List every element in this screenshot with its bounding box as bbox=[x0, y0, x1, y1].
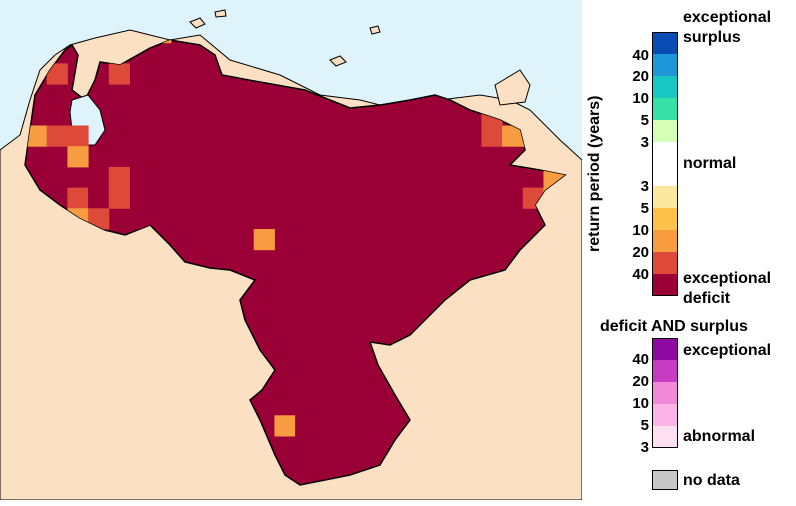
surplus-tick: 5 bbox=[640, 112, 649, 129]
normal-label: normal bbox=[683, 155, 737, 172]
both-tick: 40 bbox=[632, 351, 649, 368]
colorbar-swatch-d5 bbox=[652, 208, 678, 230]
surplus-tick: 10 bbox=[632, 90, 649, 107]
no-data-label: no data bbox=[683, 472, 740, 489]
map-cell bbox=[129, 208, 151, 230]
deficit-tick: 10 bbox=[632, 222, 649, 239]
map-cell bbox=[295, 415, 317, 437]
map-cell bbox=[315, 270, 337, 292]
map-cell bbox=[295, 249, 317, 271]
map-cell bbox=[274, 415, 296, 437]
map-cell bbox=[274, 208, 296, 230]
both-swatch-b3 bbox=[652, 426, 678, 448]
both-swatch-b40 bbox=[652, 338, 678, 360]
map-cell bbox=[26, 125, 48, 147]
map-cell bbox=[274, 187, 296, 209]
map-cell bbox=[233, 187, 255, 209]
map-cell bbox=[315, 436, 337, 458]
trinidad bbox=[494, 69, 531, 106]
map-cell bbox=[274, 270, 296, 292]
map-cell bbox=[253, 229, 275, 251]
colorbar-swatch-s40 bbox=[652, 32, 678, 54]
map-cell bbox=[295, 291, 317, 313]
colorbar-swatch-s3 bbox=[652, 120, 678, 142]
map-cell bbox=[336, 270, 358, 292]
map-cell bbox=[274, 291, 296, 313]
colorbar-swatch-normal bbox=[652, 142, 678, 186]
both-title: deficit AND surplus bbox=[600, 318, 748, 335]
deficit-tick: 5 bbox=[640, 200, 649, 217]
map-cell bbox=[295, 229, 317, 251]
both-exceptional-label: exceptional bbox=[683, 342, 772, 359]
both-swatch-b20 bbox=[652, 360, 678, 382]
map-cell bbox=[253, 166, 275, 189]
return-period-cells bbox=[26, 40, 565, 458]
map-cell bbox=[253, 187, 275, 209]
map-cell bbox=[108, 63, 130, 85]
colorbar-swatch-s10 bbox=[652, 76, 678, 98]
map-cell bbox=[233, 229, 255, 251]
map-cell bbox=[315, 229, 337, 251]
exceptional-deficit-label-2: deficit bbox=[683, 290, 731, 307]
map-cell bbox=[274, 166, 296, 189]
map-cell bbox=[46, 125, 68, 147]
both-tick: 10 bbox=[632, 395, 649, 412]
colorbar-swatch-s5 bbox=[652, 98, 678, 120]
map-cell bbox=[67, 146, 89, 168]
exceptional-surplus-label-1: exceptional bbox=[683, 9, 772, 26]
colorbar-swatch-d3 bbox=[652, 186, 678, 208]
both-tick: 20 bbox=[632, 373, 649, 390]
map-cell bbox=[88, 208, 110, 230]
deficit-tick: 20 bbox=[632, 244, 649, 261]
map-cell bbox=[108, 166, 130, 189]
map-cell bbox=[108, 187, 130, 209]
map-cell bbox=[481, 125, 503, 147]
colorbar-swatch-d20 bbox=[652, 252, 678, 274]
map-cell bbox=[46, 63, 68, 85]
colorbar-swatch-d40 bbox=[652, 274, 678, 296]
deficit-tick: 3 bbox=[640, 178, 649, 195]
map-cell bbox=[88, 187, 110, 209]
both-swatch-b10 bbox=[652, 382, 678, 404]
surplus-tick: 20 bbox=[632, 68, 649, 85]
exceptional-deficit-label-1: exceptional bbox=[683, 270, 772, 287]
map-cell bbox=[336, 415, 358, 437]
both-tick: 3 bbox=[640, 439, 649, 456]
deficit-tick: 40 bbox=[632, 266, 649, 283]
map-cell bbox=[253, 208, 275, 230]
map-cell bbox=[67, 187, 89, 209]
surplus-tick: 40 bbox=[632, 47, 649, 64]
map-cell bbox=[67, 125, 89, 147]
legend-axis-title: return period (years) bbox=[586, 95, 603, 252]
map-cell bbox=[295, 436, 317, 458]
both-tick: 5 bbox=[640, 417, 649, 434]
surplus-tick: 3 bbox=[640, 134, 649, 151]
map-cell bbox=[212, 229, 234, 251]
exceptional-surplus-label-2: surplus bbox=[683, 29, 741, 46]
colorbar-swatch-s20 bbox=[652, 54, 678, 76]
both-abnormal-label: abnormal bbox=[683, 428, 756, 445]
both-swatch-b5 bbox=[652, 404, 678, 426]
map-cell bbox=[315, 415, 337, 437]
drought-map bbox=[0, 0, 582, 500]
map-cell bbox=[129, 146, 151, 168]
map-cell bbox=[295, 270, 317, 292]
colorbar-swatch-d10 bbox=[652, 230, 678, 252]
aruba-curacao bbox=[189, 9, 227, 29]
islands bbox=[329, 25, 381, 67]
no-data-swatch bbox=[652, 470, 678, 490]
map-cell bbox=[315, 249, 337, 271]
map-cell bbox=[502, 125, 524, 147]
